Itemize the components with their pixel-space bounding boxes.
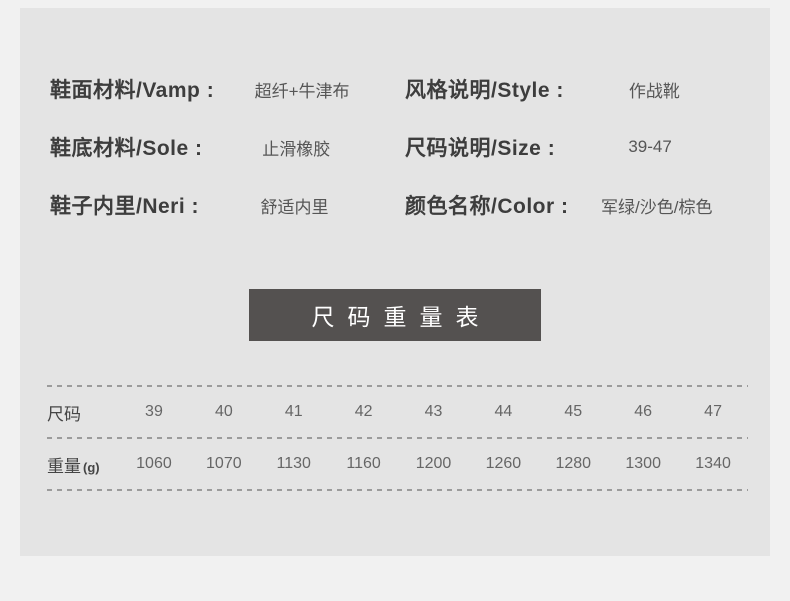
spec-row-size: 尺码说明/Size : 39-47 xyxy=(405,118,745,176)
spec-label-color: 颜色名称/Color : xyxy=(405,195,569,218)
weight-cell: 1070 xyxy=(206,455,242,472)
weight-cell: 1280 xyxy=(555,455,592,472)
spec-label-lining: 鞋子内里/Neri : xyxy=(50,195,200,218)
size-cell: 39 xyxy=(145,403,163,420)
weight-row-label: 重量 (g) xyxy=(47,452,119,477)
weight-cell: 1160 xyxy=(346,455,381,472)
weight-row: 重量 (g) 1060 1070 1130 1160 1200 1260 1280… xyxy=(47,439,748,489)
spec-value-vamp: 超纤+牛津布 xyxy=(254,81,350,101)
spec-label-style: 风格说明/Style : xyxy=(405,79,564,102)
size-weight-banner-title: 尺码重量表 xyxy=(311,304,492,330)
spec-row-style: 风格说明/Style : 作战靴 xyxy=(405,60,745,118)
spec-grid: 鞋面材料/Vamp : 超纤+牛津布 风格说明/Style : 作战靴 鞋底材料… xyxy=(20,8,770,234)
size-cell: 43 xyxy=(424,403,443,420)
weight-unit: (g) xyxy=(83,459,100,475)
weight-cell: 1200 xyxy=(415,455,452,472)
size-cell: 40 xyxy=(214,403,233,420)
size-cell: 45 xyxy=(564,403,583,420)
spec-value-sole: 止滑橡胶 xyxy=(262,139,331,159)
spec-row-sole: 鞋底材料/Sole : 止滑橡胶 xyxy=(50,118,390,176)
size-cell: 47 xyxy=(704,403,722,420)
size-weight-banner: 尺码重量表 xyxy=(249,289,541,341)
dashed-divider-middle xyxy=(47,437,748,439)
spec-row-vamp: 鞋面材料/Vamp : 超纤+牛津布 xyxy=(50,60,390,118)
dashed-divider-bottom xyxy=(47,489,748,491)
spec-value-color: 军绿/沙色/棕色 xyxy=(601,197,713,217)
spec-label-vamp: 鞋面材料/Vamp : xyxy=(50,79,215,102)
size-cell: 44 xyxy=(494,403,513,420)
spec-label-sole: 鞋底材料/Sole : xyxy=(50,137,203,160)
size-row-label: 尺码 xyxy=(47,404,81,424)
spec-value-lining: 舒适内里 xyxy=(260,197,329,217)
product-spec-card: 鞋面材料/Vamp : 超纤+牛津布 风格说明/Style : 作战靴 鞋底材料… xyxy=(20,8,770,556)
size-row: 尺码 39 40 41 42 43 44 45 46 47 xyxy=(47,387,748,437)
spec-value-size: 39-47 xyxy=(628,137,672,156)
dashed-divider-top xyxy=(47,385,748,387)
weight-label-text: 重量 xyxy=(47,456,81,476)
size-weight-table: 尺码 39 40 41 42 43 44 45 46 47 重量 (g) 1060… xyxy=(47,385,748,491)
weight-cell: 1260 xyxy=(485,455,522,472)
weight-cell: 1300 xyxy=(625,455,661,472)
weight-cell: 1060 xyxy=(136,455,172,472)
size-cell: 41 xyxy=(284,403,303,420)
spec-row-color: 颜色名称/Color : 军绿/沙色/棕色 xyxy=(405,176,745,234)
spec-label-size: 尺码说明/Size : xyxy=(405,137,556,160)
weight-cell: 1340 xyxy=(695,455,731,472)
spec-row-lining: 鞋子内里/Neri : 舒适内里 xyxy=(50,176,390,234)
weight-cell: 1130 xyxy=(276,455,311,472)
spec-value-style: 作战靴 xyxy=(628,81,680,101)
size-cell: 46 xyxy=(634,403,653,420)
size-cell: 42 xyxy=(354,403,373,420)
